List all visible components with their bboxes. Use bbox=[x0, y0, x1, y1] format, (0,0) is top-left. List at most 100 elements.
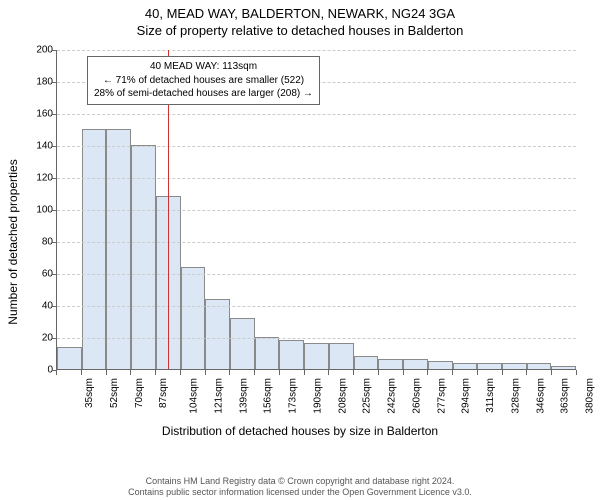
histogram-bar bbox=[279, 340, 304, 369]
x-tick-label: 139sqm bbox=[238, 378, 249, 414]
x-tick-mark bbox=[229, 370, 230, 375]
x-tick-label: 173sqm bbox=[288, 378, 299, 414]
x-tick-mark bbox=[477, 370, 478, 375]
x-tick-label: 35sqm bbox=[84, 378, 95, 408]
chart-container: Number of detached properties 0204060801… bbox=[0, 42, 600, 442]
chart-subtitle: Size of property relative to detached ho… bbox=[0, 23, 600, 38]
y-tick-label: 40 bbox=[23, 301, 53, 312]
x-tick-mark bbox=[427, 370, 428, 375]
histogram-bar bbox=[255, 337, 280, 369]
grid-line bbox=[57, 210, 576, 211]
grid-line bbox=[57, 114, 576, 115]
y-tick-label: 0 bbox=[23, 365, 53, 376]
histogram-bar bbox=[230, 318, 255, 369]
plot-area: 02040608010012014016018020040 MEAD WAY: … bbox=[56, 50, 576, 370]
x-tick-label: 104sqm bbox=[189, 378, 200, 414]
x-tick-mark bbox=[502, 370, 503, 375]
histogram-bar bbox=[329, 343, 354, 369]
histogram-bar bbox=[304, 343, 329, 369]
grid-line bbox=[57, 146, 576, 147]
y-tick-mark bbox=[52, 82, 57, 83]
x-tick-label: 190sqm bbox=[312, 378, 323, 414]
histogram-bar bbox=[527, 363, 552, 369]
y-tick-mark bbox=[52, 242, 57, 243]
chart-header: 40, MEAD WAY, BALDERTON, NEWARK, NG24 3G… bbox=[0, 0, 600, 38]
histogram-bar bbox=[106, 129, 131, 369]
y-tick-mark bbox=[52, 114, 57, 115]
grid-line bbox=[57, 306, 576, 307]
histogram-bar bbox=[428, 361, 453, 369]
y-tick-mark bbox=[52, 306, 57, 307]
histogram-bar bbox=[57, 347, 82, 369]
y-tick-mark bbox=[52, 338, 57, 339]
x-tick-label: 52sqm bbox=[109, 378, 120, 408]
x-tick-mark bbox=[279, 370, 280, 375]
footer-line-2: Contains public sector information licen… bbox=[0, 487, 600, 498]
x-tick-mark bbox=[576, 370, 577, 375]
x-tick-mark bbox=[353, 370, 354, 375]
x-tick-label: 311sqm bbox=[485, 378, 496, 413]
x-tick-label: 363sqm bbox=[560, 378, 571, 414]
y-tick-label: 160 bbox=[23, 109, 53, 120]
annotation-line: 40 MEAD WAY: 113sqm bbox=[94, 60, 313, 74]
y-tick-label: 180 bbox=[23, 77, 53, 88]
x-tick-label: 87sqm bbox=[158, 378, 169, 408]
x-tick-mark bbox=[106, 370, 107, 375]
x-tick-label: 121sqm bbox=[213, 378, 224, 414]
address-title: 40, MEAD WAY, BALDERTON, NEWARK, NG24 3G… bbox=[0, 6, 600, 21]
x-tick-mark bbox=[452, 370, 453, 375]
histogram-bar bbox=[551, 366, 576, 369]
x-tick-mark bbox=[254, 370, 255, 375]
y-tick-label: 60 bbox=[23, 269, 53, 280]
x-tick-label: 225sqm bbox=[362, 378, 373, 414]
x-tick-mark bbox=[526, 370, 527, 375]
x-tick-mark bbox=[180, 370, 181, 375]
x-tick-label: 328sqm bbox=[511, 378, 522, 414]
x-ticks-group: 35sqm 52sqm 70sqm 87sqm 104sqm 121sqm 139sqm 15… bbox=[56, 370, 576, 422]
footer-line-1: Contains HM Land Registry data © Crown c… bbox=[0, 476, 600, 487]
grid-line bbox=[57, 50, 576, 51]
x-tick-mark bbox=[328, 370, 329, 375]
y-tick-mark bbox=[52, 50, 57, 51]
x-tick-label: 208sqm bbox=[337, 378, 348, 414]
annotation-box: 40 MEAD WAY: 113sqm← 71% of detached hou… bbox=[87, 56, 320, 105]
x-tick-mark bbox=[56, 370, 57, 375]
y-tick-label: 200 bbox=[23, 45, 53, 56]
y-axis-label-text: Number of detached properties bbox=[6, 159, 20, 324]
y-tick-label: 120 bbox=[23, 173, 53, 184]
histogram-bar bbox=[403, 359, 428, 369]
y-tick-label: 80 bbox=[23, 237, 53, 248]
x-tick-label: 380sqm bbox=[585, 378, 596, 414]
y-tick-label: 20 bbox=[23, 333, 53, 344]
histogram-bar bbox=[378, 359, 403, 369]
x-tick-mark bbox=[81, 370, 82, 375]
histogram-bar bbox=[453, 363, 478, 369]
histogram-bar bbox=[205, 299, 230, 369]
x-tick-label: 277sqm bbox=[436, 378, 447, 414]
histogram-bar bbox=[82, 129, 107, 369]
annotation-line: 28% of semi-detached houses are larger (… bbox=[94, 87, 313, 101]
y-tick-label: 140 bbox=[23, 141, 53, 152]
grid-line bbox=[57, 274, 576, 275]
annotation-line: ← 71% of detached houses are smaller (52… bbox=[94, 74, 313, 88]
y-tick-mark bbox=[52, 210, 57, 211]
y-tick-label: 100 bbox=[23, 205, 53, 216]
x-tick-mark bbox=[205, 370, 206, 375]
x-tick-mark bbox=[551, 370, 552, 375]
x-tick-mark bbox=[378, 370, 379, 375]
x-tick-label: 70sqm bbox=[134, 378, 145, 408]
x-tick-mark bbox=[403, 370, 404, 375]
x-tick-label: 260sqm bbox=[411, 378, 422, 414]
grid-line bbox=[57, 242, 576, 243]
histogram-bar bbox=[477, 363, 502, 369]
histogram-bar bbox=[502, 363, 527, 369]
x-tick-label: 294sqm bbox=[461, 378, 472, 414]
x-tick-label: 242sqm bbox=[387, 378, 398, 414]
histogram-bar bbox=[354, 356, 379, 369]
x-tick-label: 346sqm bbox=[535, 378, 546, 414]
attribution-footer: Contains HM Land Registry data © Crown c… bbox=[0, 476, 600, 499]
x-tick-mark bbox=[304, 370, 305, 375]
y-tick-mark bbox=[52, 146, 57, 147]
x-tick-label: 156sqm bbox=[263, 378, 274, 414]
grid-line bbox=[57, 178, 576, 179]
